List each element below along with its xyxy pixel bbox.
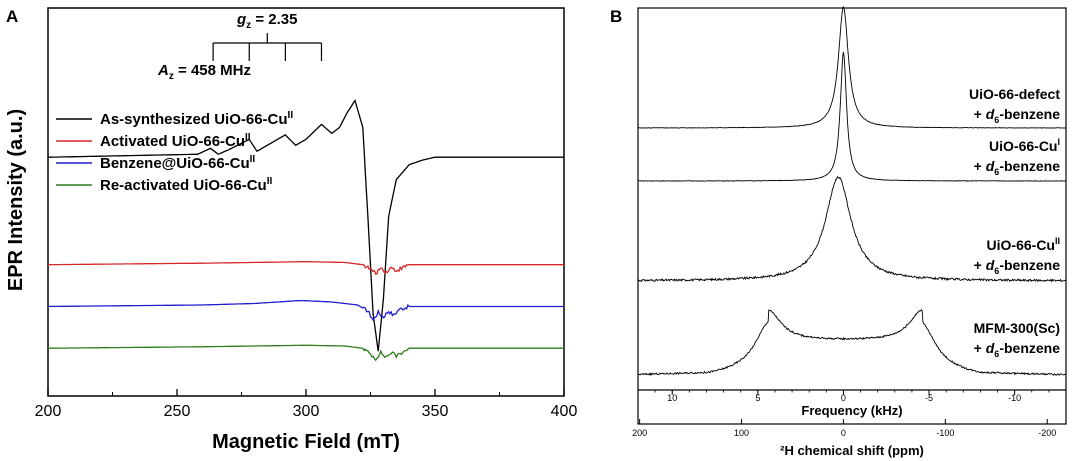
panel-a-x-tick-label: 350	[422, 403, 449, 420]
panel-b-label-4: MFM-300(Sc)	[974, 320, 1060, 336]
panel-a-x-tick-label: 300	[293, 403, 320, 420]
panel-b-label-line2-4: + d6-benzene	[974, 340, 1061, 359]
panel-a-trace-3	[47, 299, 564, 322]
panel-a-y-axis-label: EPR Intensity (a.u.)	[5, 109, 27, 291]
panel-b-spectrum-4	[637, 309, 1067, 376]
gz-annotation: gz = 2.35	[236, 11, 297, 31]
panel-b-label-3: UiO-66-CuII	[987, 236, 1060, 253]
legend-label-1: As-synthesized UiO-66-CuII	[100, 110, 293, 128]
panel-b-x2-tick-label: 0	[841, 428, 846, 438]
panel-b-x-tick-label: -5	[925, 393, 933, 403]
panel-b-letter: B	[610, 7, 622, 26]
panel-b-spectrum-2	[637, 51, 1067, 182]
panel-b-x-tick-label: 10	[667, 393, 677, 403]
az-annotation: Az = 458 MHz	[157, 62, 251, 82]
panel-b-label-1: UiO-66-defect	[969, 86, 1060, 102]
panel-a-trace-4	[48, 344, 564, 362]
panel-a-frame	[47, 7, 565, 397]
panel-b-x2-tick-label: 100	[734, 428, 749, 438]
panel-b-x-axis-label: Frequency (kHz)	[801, 403, 902, 418]
panel-b-label-line2-1: + d6-benzene	[974, 106, 1061, 125]
panel-b-spectrum-1	[637, 5, 1067, 129]
legend-label-4: Re-activated UiO-66-CuII	[100, 176, 272, 194]
panel-b-label-2: UiO-66-CuI	[989, 137, 1060, 154]
panel-b-x2-tick-label: 200	[632, 428, 647, 438]
panel-b-frame	[637, 7, 1067, 425]
panel-b-label-line2-3: + d6-benzene	[974, 257, 1061, 276]
panel-b-x-tick-label: 5	[755, 393, 760, 403]
panel-a-x-axis-label: Magnetic Field (mT)	[212, 431, 400, 453]
panel-b-spectrum-3	[637, 175, 1067, 283]
panel-a-x-tick-label: 200	[35, 403, 62, 420]
panel-a-x-tick-label: 250	[164, 403, 191, 420]
panel-b-x2-tick-label: -200	[1038, 428, 1056, 438]
panel-b: B UiO-66-defect + d6-benzene UiO-66-CuI + d…	[610, 5, 1067, 458]
panel-a-trace-1	[48, 98, 564, 352]
legend-label-3: Benzene@UiO-66-CuII	[100, 154, 255, 172]
legend-label-2: Activated UiO-66-CuII	[100, 132, 251, 150]
panel-a-letter: A	[6, 7, 18, 26]
panel-b-x-tick-label: 0	[841, 393, 846, 403]
panel-a-x-tick-label: 400	[551, 403, 578, 420]
panel-a-trace-2	[48, 261, 564, 275]
panel-b-x2-axis-label: ²H chemical shift (ppm)	[780, 443, 924, 458]
panel-b-label-line2-2: + d6-benzene	[974, 158, 1061, 177]
panel-b-x-tick-label: -10	[1008, 393, 1021, 403]
panel-b-x2-tick-label: -100	[936, 428, 954, 438]
